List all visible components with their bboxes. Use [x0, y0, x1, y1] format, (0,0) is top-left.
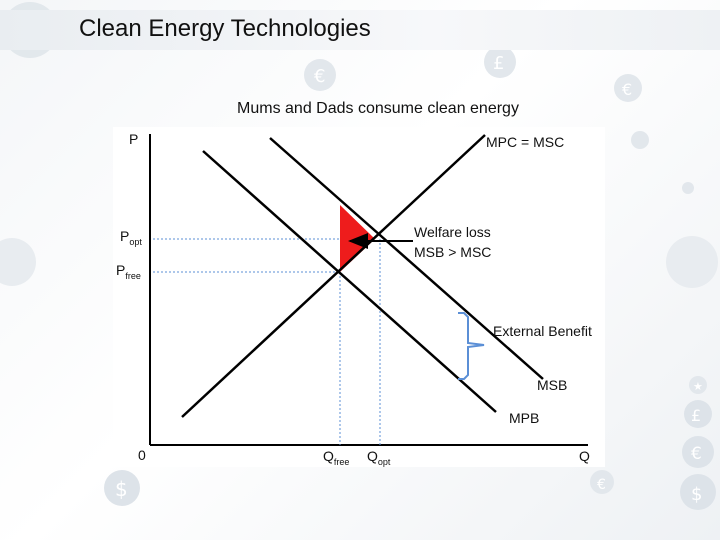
demand-curve-mpb	[202, 150, 497, 413]
euro-coin-icon	[682, 436, 714, 468]
pound-coin-icon	[484, 46, 516, 78]
slide-subtitle: Mums and Dads consume clean energy	[237, 100, 519, 117]
euro-symbol: €	[314, 66, 325, 87]
globe-icon	[666, 236, 718, 288]
slide-title: Clean Energy Technologies	[79, 15, 371, 42]
star-symbol: ★	[693, 380, 703, 393]
euro-coin-icon	[104, 470, 140, 506]
euro-coin-icon	[614, 74, 642, 102]
dollar-coin-icon	[590, 470, 614, 494]
euro-symbol: €	[691, 444, 702, 464]
supply-curve-label: MPC = MSC	[486, 134, 564, 150]
euro-symbol: €	[622, 80, 632, 99]
msb-curve-label: MSB	[537, 377, 567, 393]
title-bar	[0, 10, 720, 50]
p-opt-label: Popt	[120, 228, 142, 247]
axis-q-label: Q	[579, 448, 590, 464]
axis-p-label: P	[129, 131, 138, 147]
decor-dot	[682, 182, 694, 194]
diagram-panel: P Q 0 Popt Pfree Qfree Qopt MPC = MSC MS…	[113, 127, 605, 467]
pound-symbol: £	[691, 406, 701, 425]
q-free-label: Qfree	[323, 448, 349, 467]
decor-dot	[631, 131, 649, 149]
decor-circle	[0, 238, 36, 286]
external-benefit-brace	[458, 312, 485, 380]
mpb-curve-label: MPB	[509, 410, 539, 426]
dollar-symbol: €	[597, 477, 606, 493]
external-benefit-label: External Benefit	[493, 323, 592, 339]
pound-coin-icon	[684, 400, 712, 428]
demand-curve-msb	[269, 137, 544, 380]
p-free-label: Pfree	[116, 262, 141, 281]
euro-coin-icon	[304, 59, 336, 91]
dollar-coin-icon	[680, 474, 716, 510]
euro-symbol: $	[115, 477, 128, 501]
welfare-loss-condition: MSB > MSC	[414, 244, 491, 260]
externality-diagram: P Q 0 Popt Pfree Qfree Qopt MPC = MSC MS…	[116, 131, 592, 467]
origin-label: 0	[138, 447, 146, 463]
supply-curve-mpc-msc	[181, 134, 486, 418]
welfare-loss-label: Welfare loss	[414, 224, 491, 240]
q-opt-label: Qopt	[367, 448, 391, 467]
pound-symbol: £	[493, 53, 504, 74]
dollar-symbol: $	[691, 484, 702, 505]
star-coin-icon	[689, 376, 707, 394]
